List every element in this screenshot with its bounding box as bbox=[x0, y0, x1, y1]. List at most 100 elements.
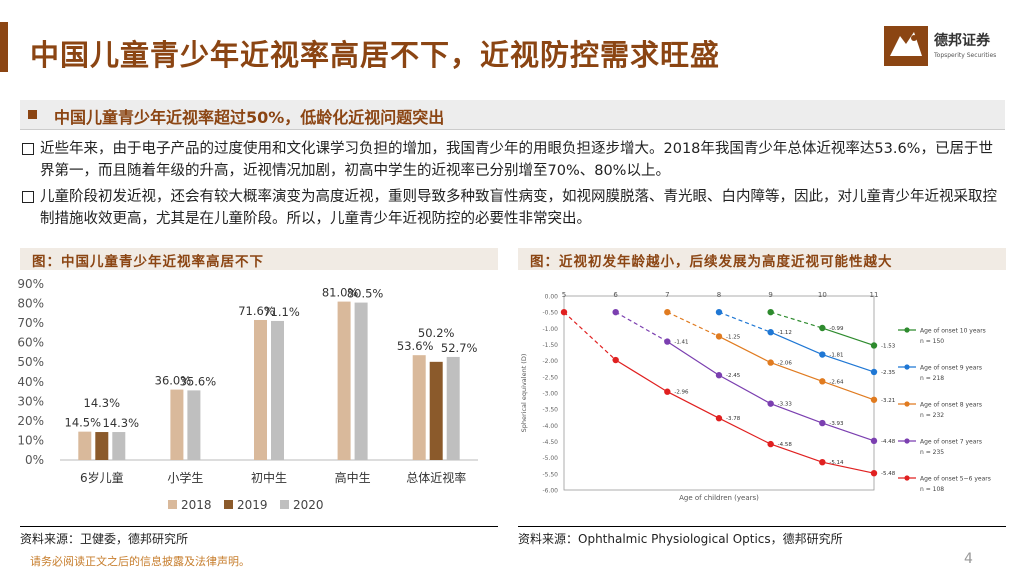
x-tick-label: 10 bbox=[818, 291, 827, 299]
legend-series-n: n = 232 bbox=[920, 412, 944, 419]
bullet-text: 儿童阶段初发近视，还会有较大概率演变为高度近视，重则导致多种致盲性病变，如视网膜… bbox=[40, 189, 997, 227]
bar-2019-0 bbox=[95, 432, 109, 460]
bar-data-label: 53.6% bbox=[397, 339, 434, 353]
bar-2018-2 bbox=[254, 319, 267, 460]
x-category-label: 小学生 bbox=[167, 470, 203, 485]
y-tick-label: -0.50 bbox=[542, 310, 558, 317]
bar-2019-4 bbox=[429, 361, 443, 460]
data-point-3 bbox=[664, 338, 671, 345]
data-point-3 bbox=[819, 419, 826, 427]
series-line-0 bbox=[822, 327, 875, 347]
point-value-label: -0.99 bbox=[829, 326, 844, 332]
legend-marker-1 bbox=[904, 364, 910, 370]
bar-data-label: 80.5% bbox=[347, 287, 384, 301]
right-source: 资料来源：Ophthalmic Physiological Optics，德邦研… bbox=[518, 526, 1006, 547]
logo-mark-icon bbox=[884, 26, 928, 66]
onset-point-0 bbox=[767, 308, 774, 316]
y-tick-label: 0.00 bbox=[545, 294, 559, 301]
bar-data-label: 52.7% bbox=[441, 341, 478, 355]
point-value-label: -1.81 bbox=[829, 353, 843, 359]
point-value-label: -1.25 bbox=[726, 334, 741, 340]
legend-marker-4 bbox=[904, 475, 910, 481]
y-tick-label: -6.00 bbox=[542, 488, 558, 495]
x-tick-label: 5 bbox=[562, 291, 566, 299]
left-chart-header: 图：中国儿童青少年近视率高居不下 bbox=[20, 248, 498, 270]
x-tick-label: 7 bbox=[665, 291, 669, 299]
subtitle-square-icon bbox=[28, 110, 37, 119]
y-tick-label: 80% bbox=[18, 297, 44, 311]
data-point-2 bbox=[767, 359, 774, 366]
bar-data-label: 81.0% bbox=[322, 286, 359, 300]
point-value-label: -1.12 bbox=[778, 330, 792, 336]
point-value-label: -3.21 bbox=[881, 398, 895, 404]
legend-label-2020: 2020 bbox=[293, 498, 324, 512]
bullet-2: 儿童阶段初发近视，还会有较大概率演变为高度近视，重则导致多种致盲性病变，如视网膜… bbox=[22, 186, 1002, 230]
data-point-4 bbox=[664, 388, 671, 395]
point-value-label: -1.41 bbox=[674, 340, 688, 346]
plot-frame bbox=[563, 295, 875, 491]
bar-2020-1 bbox=[187, 390, 201, 460]
bar-data-label: 36.0% bbox=[155, 374, 192, 388]
y-tick-label: -1.00 bbox=[542, 326, 558, 333]
point-value-label: -4.48 bbox=[881, 439, 896, 445]
onset-point-3 bbox=[612, 308, 619, 316]
point-value-label: -3.78 bbox=[726, 416, 741, 422]
series-line-2 bbox=[718, 335, 875, 401]
bar-data-label: 35.6% bbox=[180, 374, 217, 388]
left-chart-title: 图：中国儿童青少年近视率高居不下 bbox=[32, 254, 264, 270]
onset-point-1 bbox=[715, 308, 723, 316]
legend-series-name: Age of onset 7 years bbox=[920, 439, 982, 446]
legend-label-2018: 2018 bbox=[181, 498, 212, 512]
bar-2018-1 bbox=[170, 389, 184, 460]
dashed-onset-line-1 bbox=[718, 311, 771, 333]
point-value-label: -5.48 bbox=[881, 471, 896, 477]
dashed-onset-line-4 bbox=[563, 311, 617, 361]
y-tick-label: 90% bbox=[18, 277, 44, 291]
subtitle-bar: 中国儿童青少年近视率超过50%，低龄化近视问题突出 bbox=[20, 100, 1005, 130]
data-point-4 bbox=[767, 440, 774, 448]
y-tick-label: 10% bbox=[18, 433, 44, 447]
checkbox-bullet-icon bbox=[22, 143, 34, 155]
data-point-0 bbox=[870, 342, 878, 349]
data-point-2 bbox=[870, 396, 878, 403]
legend-series-name: Age of onset 8 years bbox=[920, 402, 982, 409]
company-logo: 德邦证券 Topsperity Securities bbox=[884, 26, 1004, 70]
checkbox-bullet-icon bbox=[22, 191, 34, 203]
point-value-label: -4.58 bbox=[778, 442, 793, 448]
bar-2020-4 bbox=[446, 356, 460, 460]
data-point-4 bbox=[870, 469, 878, 477]
y-tick-label: -4.50 bbox=[542, 439, 558, 446]
point-value-label: -2.64 bbox=[829, 379, 844, 385]
x-category-label: 总体近视率 bbox=[406, 470, 466, 485]
y-tick-label: 30% bbox=[18, 394, 44, 408]
point-value-label: -3.33 bbox=[778, 402, 793, 408]
bar-2018-0 bbox=[78, 431, 92, 460]
y-tick-label: -3.50 bbox=[542, 407, 558, 414]
y-tick-label: -5.00 bbox=[542, 455, 558, 462]
bullet-1: 近些年来，由于电子产品的过度使用和文化课学习负担的增加，我国青少年的用眼负担逐步… bbox=[22, 138, 1002, 182]
right-chart-header: 图：近视初发年龄越小，后续发展为高度近视可能性越大 bbox=[518, 248, 1006, 270]
bar-data-label: 14.5% bbox=[65, 416, 102, 430]
dashed-onset-line-3 bbox=[615, 311, 668, 343]
legend-series-n: n = 108 bbox=[920, 486, 944, 493]
slide-title: 中国儿童青少年近视率高居不下，近视防控需求旺盛 bbox=[30, 38, 721, 72]
right-chart-title: 图：近视初发年龄越小，后续发展为高度近视可能性越大 bbox=[530, 254, 893, 270]
y-tick-label: -1.50 bbox=[542, 342, 558, 349]
point-value-label: -2.96 bbox=[674, 390, 689, 396]
logo-text-cn: 德邦证券 bbox=[934, 33, 990, 49]
x-tick-label: 8 bbox=[717, 291, 721, 299]
x-tick-label: 11 bbox=[870, 291, 879, 299]
legend-series-n: n = 150 bbox=[920, 338, 944, 345]
series-line-4 bbox=[615, 359, 875, 474]
data-point-4 bbox=[715, 415, 723, 422]
data-point-3 bbox=[767, 400, 774, 407]
y-tick-label: -3.00 bbox=[542, 391, 558, 398]
section-subtitle: 中国儿童青少年近视率超过50%，低龄化近视问题突出 bbox=[54, 108, 445, 127]
point-value-label: -5.14 bbox=[829, 460, 844, 466]
bar-data-label: 71.1% bbox=[263, 305, 300, 319]
bar-2018-3 bbox=[337, 301, 351, 460]
point-value-label: -3.93 bbox=[829, 421, 844, 427]
bar-2018-4 bbox=[412, 355, 426, 460]
bar-data-label: 14.3% bbox=[84, 396, 121, 410]
data-point-2 bbox=[819, 378, 826, 385]
